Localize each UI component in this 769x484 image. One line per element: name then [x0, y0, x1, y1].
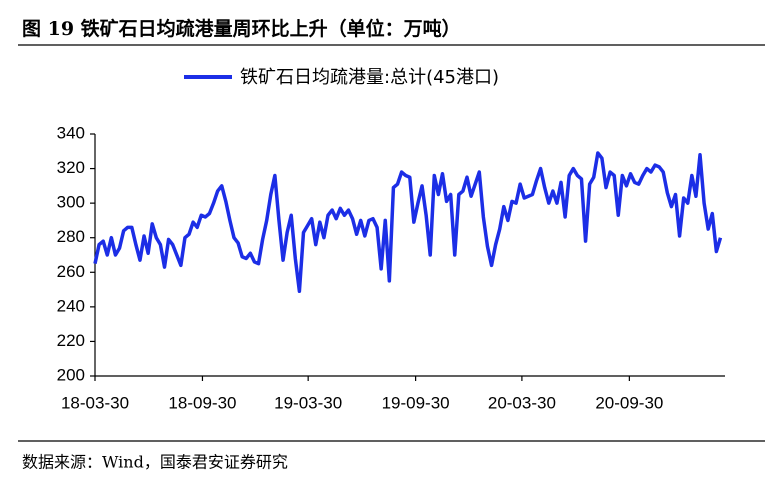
- legend-label: 铁矿石日均疏港量:总计(45港口): [240, 67, 499, 88]
- y-tick-label: 220: [57, 331, 85, 350]
- y-tick-label: 320: [57, 158, 85, 177]
- y-tick-label: 340: [57, 123, 85, 142]
- chart-title: 图 19 铁矿石日均疏港量周环比上升（单位：万吨）: [22, 17, 461, 40]
- x-tick-label: 18-03-30: [61, 393, 129, 412]
- y-tick-label: 280: [57, 227, 85, 246]
- y-tick-label: 300: [57, 193, 85, 212]
- series-line: [93, 151, 723, 294]
- x-tick-label: 18-09-30: [168, 393, 236, 412]
- x-tick-label: 20-03-30: [488, 393, 556, 412]
- x-tick-label: 19-03-30: [274, 393, 342, 412]
- y-tick-label: 200: [57, 365, 85, 384]
- source-note: 数据来源：Wind，国泰君安证券研究: [22, 453, 288, 472]
- y-tick-label: 240: [57, 296, 85, 315]
- x-tick-label: 19-09-30: [382, 393, 450, 412]
- x-tick-label: 20-09-30: [595, 393, 663, 412]
- y-tick-label: 260: [57, 262, 85, 281]
